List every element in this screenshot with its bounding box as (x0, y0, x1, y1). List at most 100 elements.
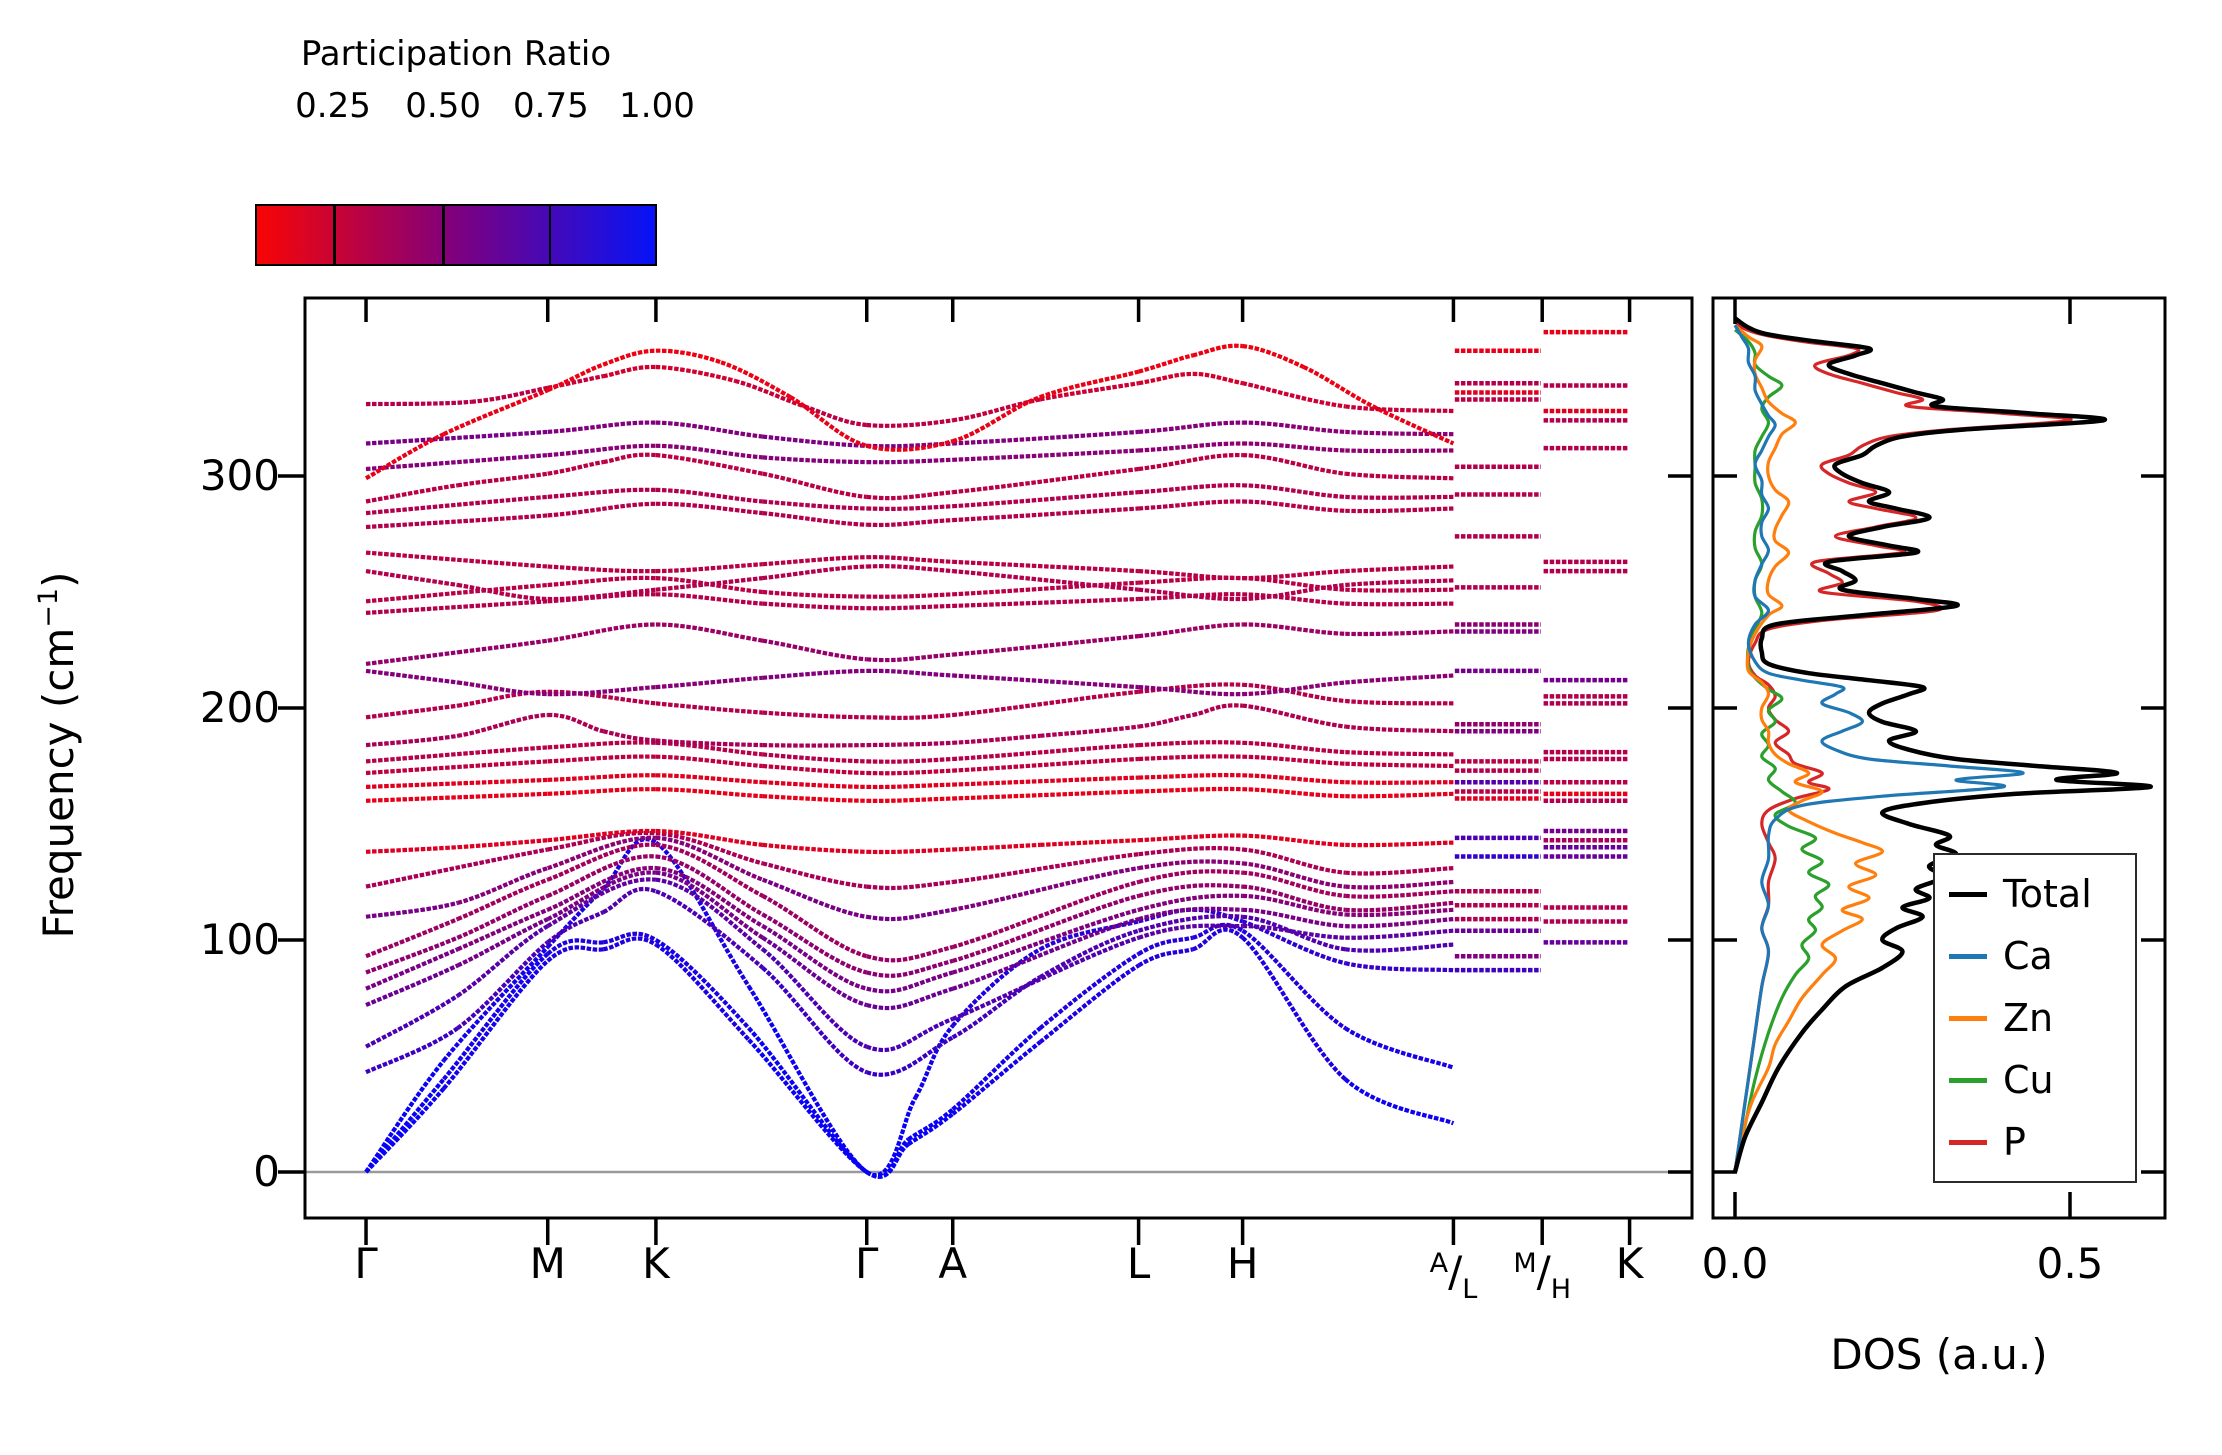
dos-curve-total (1732, 316, 2153, 1173)
phonon-band (952, 733, 1041, 745)
phonon-band (442, 945, 550, 1062)
colorbar-tick-mark (333, 206, 336, 264)
phonon-band (762, 589, 867, 599)
phonon-band (1137, 947, 1194, 968)
phonon-band (547, 773, 656, 782)
phonon-band (654, 942, 751, 1042)
phonon-band (1242, 833, 1346, 847)
phonon-band (762, 499, 867, 511)
phonon-band (547, 443, 656, 458)
phonon-band (866, 796, 953, 803)
phonon-band (1138, 685, 1243, 697)
phonon-band (655, 487, 763, 504)
phonon-band (655, 675, 763, 690)
band-panel-frame (303, 296, 1694, 1220)
phonon-band (364, 1077, 446, 1174)
phonon-band (365, 963, 459, 1007)
phonon-band (1242, 582, 1346, 602)
legend-swatch (1949, 1139, 1987, 1145)
phonon-band (1138, 569, 1243, 581)
phonon-band (1242, 861, 1346, 889)
phonon-band (866, 439, 954, 452)
phonon-band (655, 622, 764, 643)
phonon-band (1138, 754, 1243, 762)
phonon-band (1242, 787, 1346, 799)
phonon-band (952, 917, 1140, 991)
phonon-band (952, 893, 1140, 963)
phonon-band (547, 622, 656, 643)
dos-axis-label: DOS (a.u.) (1830, 1330, 2048, 1379)
phonon-band (1345, 879, 1454, 890)
phonon-band (442, 388, 549, 437)
phonon-band (655, 866, 764, 928)
phonon-band (655, 701, 763, 715)
phonon-band (762, 471, 867, 499)
phonon-band (1137, 923, 1243, 940)
phonon-band (546, 362, 604, 393)
phonon-band (761, 966, 868, 1075)
phonon-band (1038, 952, 1140, 1030)
phonon-band (865, 1016, 954, 1053)
phonon-band (365, 791, 548, 803)
phonon-band (547, 754, 656, 764)
phonon-band (1039, 928, 1140, 979)
phonon-band (654, 840, 751, 988)
phonon-band (456, 940, 550, 1030)
k-point-label: H (1226, 1239, 1259, 1288)
phonon-band (1138, 869, 1243, 885)
phonon-band (1242, 569, 1346, 581)
phonon-band (762, 455, 867, 465)
colorbar-gradient (255, 204, 657, 266)
phonon-band (547, 460, 604, 476)
phonon-band (866, 668, 953, 678)
phonon-band (1242, 740, 1346, 755)
phonon-band (866, 847, 953, 855)
phonon-band (952, 569, 1139, 592)
phonon-band (1138, 441, 1243, 453)
phonon-band (1345, 698, 1454, 706)
phonon-band (913, 1024, 955, 1099)
phonon-band (457, 838, 548, 850)
phonon-band (762, 763, 867, 776)
colorbar-tick-mark (442, 206, 445, 264)
phonon-band (952, 466, 1139, 495)
phonon-band (761, 935, 868, 1008)
legend-item-total: Total (1949, 872, 2121, 916)
legend-label: Cu (2003, 1058, 2054, 1102)
phonon-band (655, 754, 763, 769)
phonon-band (952, 907, 1140, 975)
phonon-band (907, 1107, 955, 1142)
phonon-band (655, 854, 764, 917)
phonon-band (1345, 907, 1454, 918)
phonon-band (365, 668, 458, 685)
phonon-band (866, 564, 953, 574)
phonon-band (1345, 471, 1454, 481)
phonon-band (1345, 840, 1454, 848)
phonon-band (866, 712, 953, 720)
phonon-band (1345, 429, 1454, 437)
phonon-band (655, 889, 765, 970)
phonon-band (1242, 884, 1346, 912)
phonon-band (1138, 786, 1243, 794)
phonon-band (1345, 601, 1454, 607)
phonon-band (866, 490, 953, 501)
phonon-band (546, 945, 604, 963)
phonon-band (1242, 420, 1346, 434)
phonon-band (365, 569, 458, 588)
phonon-band (1137, 935, 1194, 956)
y-tick-label: 0 (253, 1147, 280, 1196)
phonon-band (457, 638, 548, 655)
phonon-band (365, 599, 548, 615)
phonon-band (602, 348, 656, 367)
phonon-band (952, 842, 1041, 852)
phonon-band (866, 986, 954, 1011)
phonon-band (952, 490, 1139, 509)
phonon-band (1242, 907, 1346, 929)
phonon-band (365, 429, 548, 446)
phonon-band (1242, 483, 1346, 499)
legend-label: P (2003, 1120, 2026, 1164)
phonon-band (1242, 381, 1346, 409)
phonon-band (1242, 754, 1346, 766)
y-tick-label: 100 (199, 915, 280, 964)
phonon-band (655, 828, 763, 847)
